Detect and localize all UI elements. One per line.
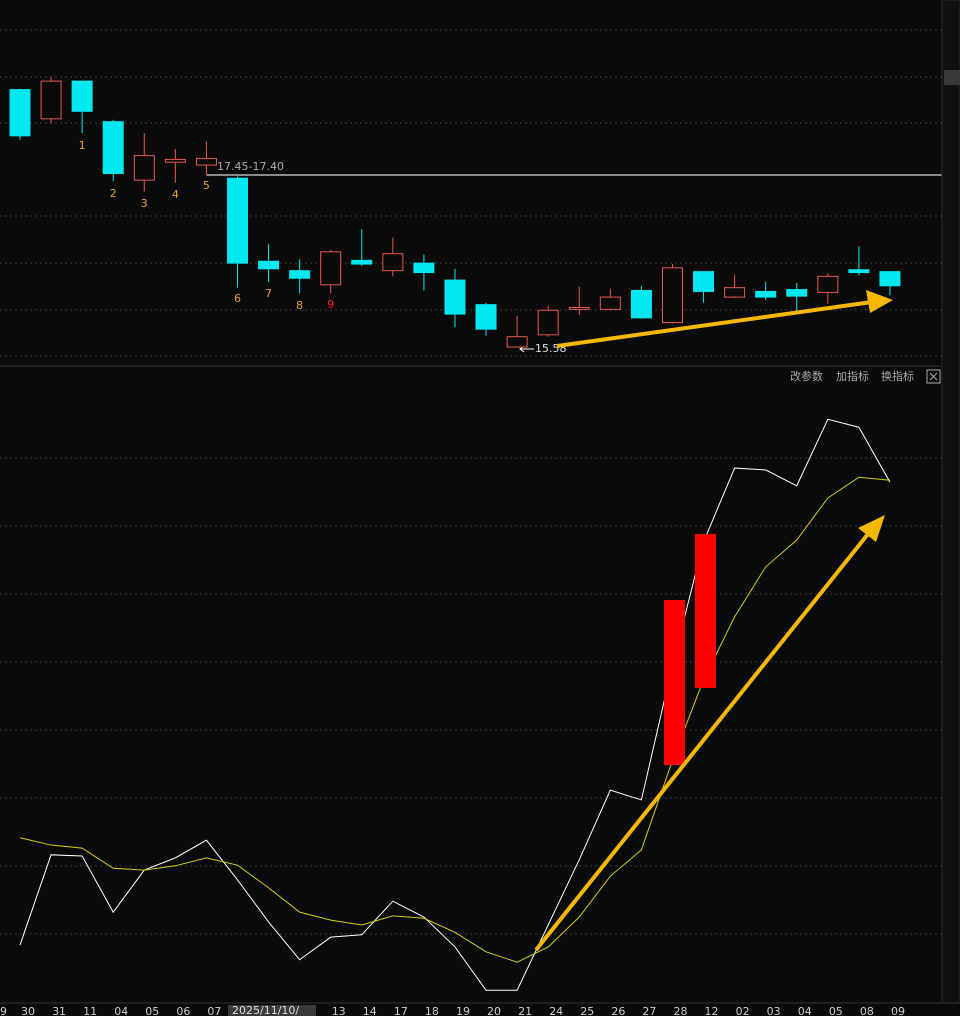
x-tick-label: 17 bbox=[394, 1005, 408, 1016]
x-tick-label: 11 bbox=[83, 1005, 97, 1016]
close-button[interactable] bbox=[926, 369, 941, 384]
x-tick-label: 21 bbox=[518, 1005, 532, 1016]
x-tick-label: 05 bbox=[145, 1005, 159, 1016]
candle-body bbox=[40, 80, 62, 120]
candle-body bbox=[661, 267, 683, 324]
trend-arrows bbox=[534, 290, 893, 952]
x-tick-label: 27 bbox=[642, 1005, 656, 1016]
x-tick-label: 24 bbox=[549, 1005, 563, 1016]
candle-body bbox=[630, 289, 652, 319]
candle-body bbox=[413, 262, 435, 274]
candle-body bbox=[537, 309, 559, 336]
cursor-date: 2025/11/10/ bbox=[232, 1004, 299, 1016]
candle-body bbox=[320, 251, 342, 286]
toolbar-button[interactable]: 换指标 bbox=[881, 369, 914, 383]
level-label: 17.45-17.40 bbox=[217, 160, 284, 173]
highlight-bar bbox=[664, 600, 685, 765]
x-tick-label: 03 bbox=[767, 1005, 781, 1016]
x-edge-label: 9 bbox=[0, 1005, 7, 1016]
candle-body bbox=[724, 287, 746, 298]
annotation: 7 bbox=[265, 287, 272, 300]
annotation: 5 bbox=[203, 179, 210, 192]
x-tick-label: 19 bbox=[456, 1005, 470, 1016]
annotation: 4 bbox=[172, 188, 179, 201]
candle-body bbox=[506, 336, 528, 348]
candle-body bbox=[351, 259, 373, 265]
candle-body bbox=[817, 275, 839, 293]
x-tick-label: 20 bbox=[487, 1005, 501, 1016]
x-tick-label: 28 bbox=[673, 1005, 687, 1016]
close-icon bbox=[929, 372, 938, 381]
candle-body bbox=[693, 271, 715, 292]
x-tick-label: 02 bbox=[736, 1005, 750, 1016]
candle-body bbox=[848, 269, 870, 274]
highlight-bar bbox=[695, 534, 716, 688]
x-tick-label: 04 bbox=[114, 1005, 128, 1016]
scrollbar[interactable] bbox=[941, 0, 960, 1004]
annotation: 3 bbox=[141, 197, 148, 210]
candle-body bbox=[475, 304, 497, 330]
indicator-grid bbox=[0, 457, 942, 935]
toolbar-button[interactable]: 加指标 bbox=[836, 369, 869, 383]
scrollbar-thumb[interactable] bbox=[944, 70, 960, 85]
annotation: 8 bbox=[296, 299, 303, 312]
annotation: 6 bbox=[234, 292, 241, 305]
price-grid bbox=[0, 29, 942, 357]
x-tick-label: 07 bbox=[207, 1005, 221, 1016]
x-tick-label: 05 bbox=[829, 1005, 843, 1016]
annotation: 1 bbox=[79, 139, 86, 152]
candle-body bbox=[755, 290, 777, 298]
highlight-bars bbox=[664, 534, 716, 765]
x-tick-label: 04 bbox=[798, 1005, 812, 1016]
candle-body bbox=[258, 260, 280, 270]
candle-body bbox=[102, 121, 124, 175]
trend-arrow-head bbox=[858, 515, 885, 542]
annotation: 9 bbox=[327, 298, 334, 311]
candle-body bbox=[133, 155, 155, 181]
trend-arrow bbox=[534, 532, 870, 952]
x-tick-label: 13 bbox=[332, 1005, 346, 1016]
toolbar-button[interactable]: 改参数 bbox=[790, 369, 823, 383]
candle-body bbox=[9, 89, 31, 137]
candle-body bbox=[786, 289, 808, 297]
indicator-line bbox=[19, 418, 891, 991]
candle-body bbox=[382, 253, 404, 272]
x-tick-label: 25 bbox=[580, 1005, 594, 1016]
candle-body bbox=[289, 270, 311, 279]
candle-body bbox=[879, 271, 901, 287]
x-tick-label: 12 bbox=[705, 1005, 719, 1016]
x-tick-label: 18 bbox=[425, 1005, 439, 1016]
candle-body bbox=[164, 158, 186, 163]
candle-body bbox=[71, 80, 93, 112]
trend-arrow bbox=[556, 300, 873, 348]
x-tick-label: 06 bbox=[176, 1005, 190, 1016]
candle-body bbox=[444, 279, 466, 315]
x-tick-label: 30 bbox=[21, 1005, 35, 1016]
candle-body bbox=[226, 177, 248, 264]
trend-arrow-head bbox=[866, 290, 893, 313]
toolbar: 改参数 加指标 换指标 bbox=[790, 369, 941, 384]
x-tick-label: 26 bbox=[611, 1005, 625, 1016]
x-tick-label: 08 bbox=[860, 1005, 874, 1016]
annotation: 2 bbox=[110, 187, 117, 200]
candle-body bbox=[568, 306, 590, 310]
x-tick-label: 14 bbox=[363, 1005, 377, 1016]
cursor-date-box bbox=[228, 1005, 316, 1016]
marks: 30 31 11 04 05 06 07 13 14 17 18 19 20 21 24 25 26 27 28 12… bbox=[9, 77, 905, 1016]
x-tick-label: 31 bbox=[52, 1005, 66, 1016]
candle-body bbox=[195, 157, 217, 166]
candle-body bbox=[599, 296, 621, 310]
x-tick-label: 09 bbox=[891, 1005, 905, 1016]
indicator-line bbox=[19, 476, 891, 963]
